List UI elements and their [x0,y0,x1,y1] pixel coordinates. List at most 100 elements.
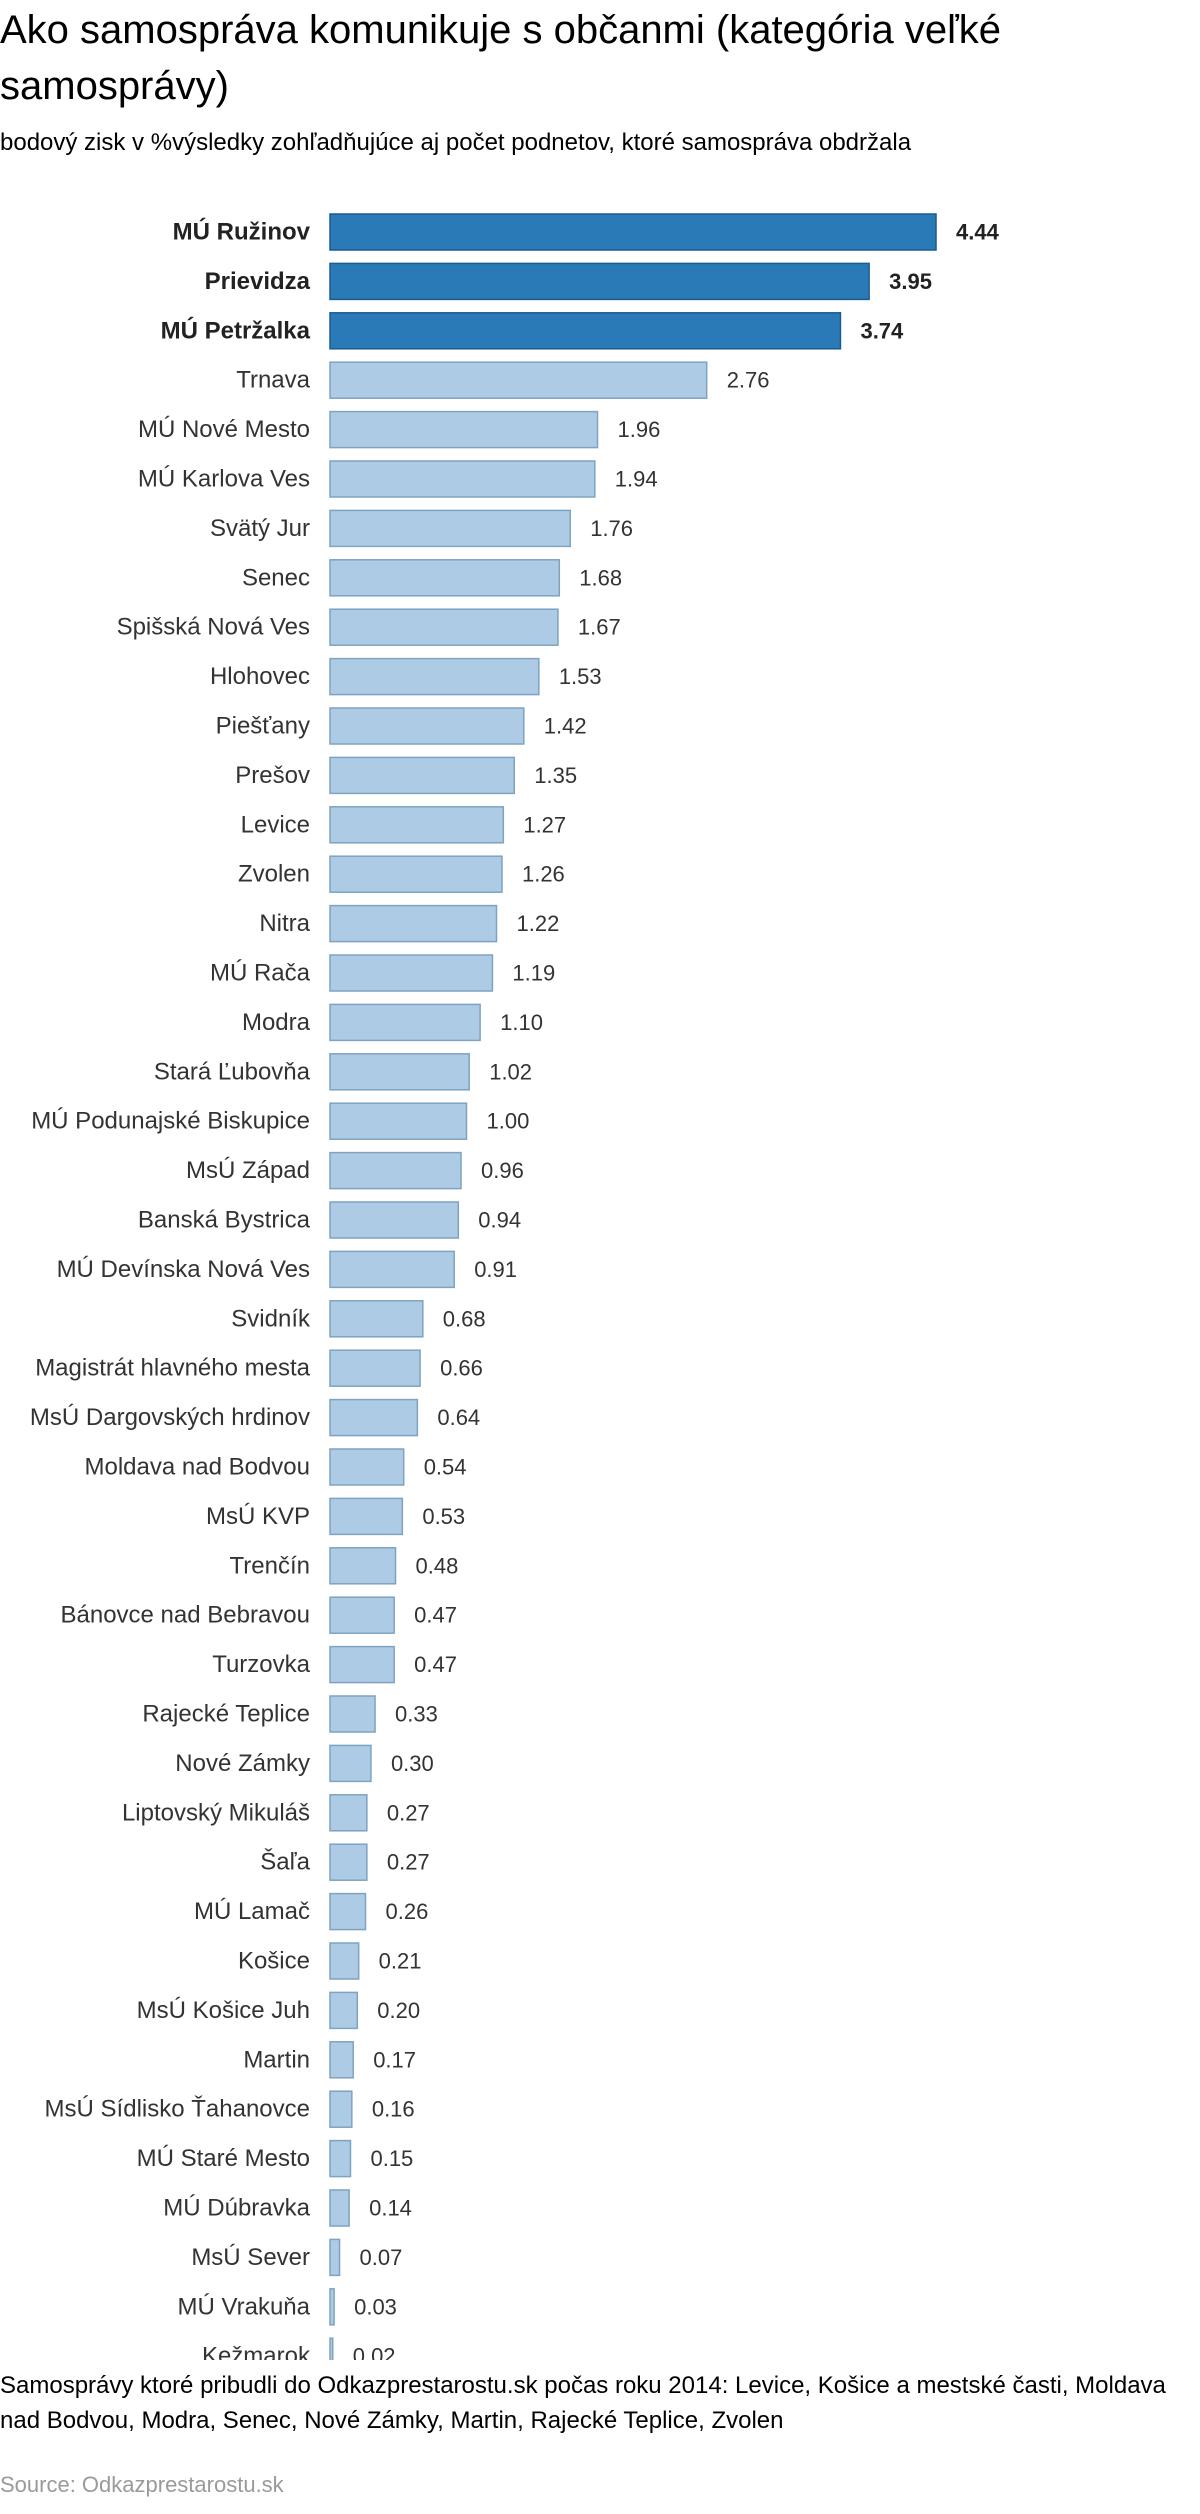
category-label-14: Nitra [259,910,310,937]
bar-30 [329,1695,376,1733]
value-label-32: 0.27 [387,1800,430,1825]
bar-10 [329,707,525,745]
value-label-11: 1.35 [534,763,577,788]
value-label-8: 1.67 [578,615,621,640]
bar-21 [329,1250,455,1289]
value-label-30: 0.33 [395,1702,438,1727]
bar-24 [329,1398,419,1437]
bar-26 [329,1497,404,1536]
value-label-12: 1.27 [523,812,566,837]
value-label-7: 1.68 [579,565,622,590]
bar-11 [329,756,516,795]
value-label-26: 0.53 [422,1504,465,1529]
category-label-32: Liptovský Mikuláš [122,1799,310,1826]
value-label-38: 0.16 [372,2097,415,2122]
value-label-21: 0.91 [474,1257,517,1282]
category-label-26: MsÚ KVP [206,1503,310,1530]
value-label-37: 0.17 [373,2047,416,2072]
category-label-7: Senec [242,564,310,591]
category-label-0: MÚ Ružinov [173,218,311,246]
value-label-18: 1.00 [486,1109,529,1134]
bar-42 [329,2288,335,2326]
value-label-27: 0.48 [416,1553,459,1578]
value-label-34: 0.26 [385,1899,428,1924]
bar-27 [329,1547,397,1585]
chart-subtitle: bodový zisk v %výsledky zohľadňujúce aj … [0,129,912,156]
category-label-23: Magistrát hlavného mesta [35,1355,310,1382]
value-label-3: 2.76 [727,368,770,393]
category-label-39: MÚ Staré Mesto [137,2145,310,2172]
category-label-34: MÚ Lamač [194,1898,310,1925]
category-label-12: Levice [241,811,310,838]
value-label-23: 0.66 [440,1356,483,1381]
value-label-29: 0.47 [414,1652,457,1677]
category-label-13: Zvolen [238,861,310,888]
category-label-43: Kežmarok [202,2343,311,2360]
category-label-42: MÚ Vrakuňa [178,2293,311,2320]
bar-2 [329,312,842,350]
bar-28 [329,1596,395,1634]
value-label-15: 1.19 [512,961,555,986]
category-label-4: MÚ Nové Mesto [138,416,310,443]
category-label-8: Spišská Nová Ves [117,614,310,641]
value-label-40: 0.14 [369,2196,412,2221]
category-label-25: Moldava nad Bodvou [85,1454,311,1481]
category-label-17: Stará Ľubovňa [154,1058,311,1085]
value-label-20: 0.94 [478,1208,521,1233]
bar-41 [329,2238,341,2277]
value-label-24: 0.64 [437,1405,480,1430]
bar-group [329,213,937,2360]
category-label-5: MÚ Karlova Ves [138,466,310,493]
value-label-41: 0.07 [360,2245,403,2270]
bar-35 [329,1942,360,1980]
bar-36 [329,1991,359,2030]
value-label-2: 3.74 [860,318,904,343]
value-label-4: 1.96 [618,417,661,442]
category-label-29: Turzovka [212,1651,310,1678]
bar-14 [329,904,498,943]
bar-32 [329,1794,368,1832]
value-label-1: 3.95 [889,269,932,294]
category-label-40: MÚ Dúbravka [163,2195,310,2222]
category-label-group: MÚ Ružinov Prievidza MÚ Petržalka Trnava MÚ … [30,218,311,2361]
category-label-1: Prievidza [205,268,311,295]
bar-chart: MÚ Ružinov Prievidza MÚ Petržalka Trnava MÚ … [30,213,1000,2361]
value-label-35: 0.21 [379,1949,422,1974]
value-label-10: 1.42 [544,714,587,739]
bar-39 [329,2139,352,2178]
category-label-27: Trenčín [230,1552,310,1579]
bar-0 [329,213,937,251]
category-label-21: MÚ Devínska Nová Ves [57,1256,310,1283]
bar-29 [329,1645,395,1684]
bar-19 [329,1151,462,1190]
value-label-33: 0.27 [387,1850,430,1875]
bar-5 [329,460,596,498]
category-label-19: MsÚ Západ [186,1157,310,1184]
value-label-31: 0.30 [391,1751,434,1776]
bar-4 [329,410,599,449]
bar-20 [329,1201,460,1239]
category-label-36: MsÚ Košice Juh [137,1997,310,2024]
category-label-11: Prešov [235,762,310,789]
value-label-25: 0.54 [424,1455,467,1480]
value-label-19: 0.96 [481,1158,524,1183]
bar-43 [329,2337,334,2360]
bar-37 [329,2041,354,2079]
bar-23 [329,1349,421,1387]
category-label-37: Martin [243,2046,310,2073]
bar-12 [329,806,505,844]
value-label-42: 0.03 [354,2294,397,2319]
value-label-28: 0.47 [414,1603,457,1628]
value-label-14: 1.22 [517,911,560,936]
category-label-10: Piešťany [216,713,310,740]
bar-33 [329,1843,368,1881]
bar-7 [329,559,561,597]
bar-25 [329,1448,405,1486]
bar-1 [329,262,870,301]
value-label-17: 1.02 [489,1059,532,1084]
category-label-31: Nové Zámky [175,1750,310,1777]
chart-title: Ako samospráva komunikuje s občanmi (kat… [0,8,1002,108]
bar-6 [329,509,571,548]
value-label-13: 1.26 [522,862,565,887]
value-label-36: 0.20 [377,1998,420,2023]
